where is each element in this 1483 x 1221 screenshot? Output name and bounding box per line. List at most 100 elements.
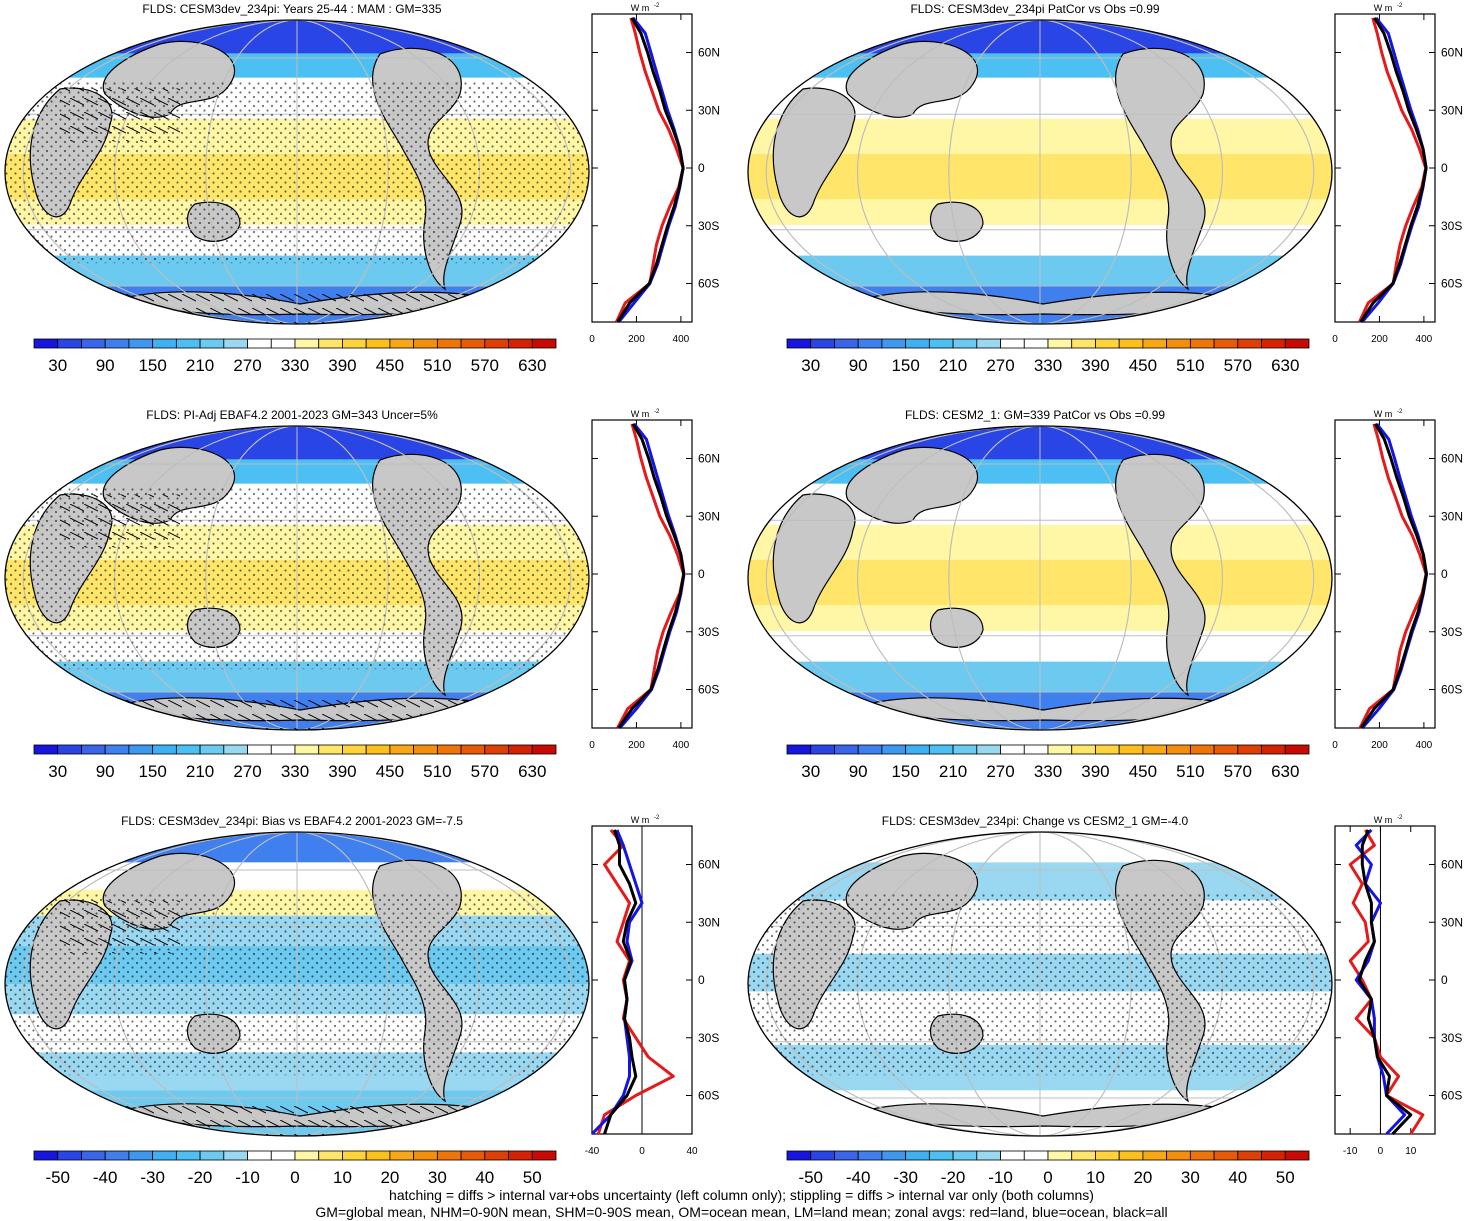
x-tick-label: 0 — [1332, 334, 1338, 345]
colorbar-swatch — [905, 338, 930, 349]
colorbar-label: 510 — [423, 762, 451, 781]
colorbar-swatch — [81, 1150, 106, 1161]
map-band — [748, 605, 1332, 632]
colorbar-swatch — [1213, 338, 1239, 349]
colorbar-swatch — [905, 744, 930, 755]
x-tick-label: 0 — [1378, 1146, 1384, 1157]
colorbar-label: 150 — [138, 762, 166, 781]
unit-superscript: -2 — [1397, 3, 1403, 9]
map-band — [5, 20, 589, 54]
lat-tick-label: 0 — [1441, 973, 1448, 987]
colorbar-swatch — [152, 744, 177, 755]
lat-tick-label: 60S — [698, 1089, 719, 1103]
colorbar-label: -40 — [93, 1168, 118, 1187]
colorbar-swatch — [460, 338, 486, 349]
colorbar-label: 50 — [523, 1168, 542, 1187]
colorbar-swatch — [436, 338, 462, 349]
unit-superscript: -2 — [654, 409, 660, 415]
colorbar-label: 30 — [428, 1168, 447, 1187]
colorbar-swatch — [342, 338, 367, 349]
zonal-series-land — [1348, 829, 1425, 1135]
colorbar-swatch — [484, 338, 509, 349]
colorbar-label: 20 — [380, 1168, 399, 1187]
colorbar-label: 0 — [1043, 1168, 1052, 1187]
colorbar-swatch — [531, 1150, 557, 1161]
panel-p1: FLDS: CESM3dev_234pi: Years 25-44 : MAM … — [0, 0, 740, 400]
colorbar-swatch — [294, 1150, 320, 1161]
colorbar-label: 10 — [1086, 1168, 1105, 1187]
map-band — [748, 1090, 1332, 1136]
colorbar-p5: -50 -40 -30 -20 -10 0 10 20 30 40 50 — [33, 1150, 557, 1187]
colorbar-label: 450 — [1129, 356, 1157, 375]
colorbar-swatch — [247, 338, 272, 349]
colorbar-swatch — [413, 338, 438, 349]
colorbar-swatch — [976, 1150, 1001, 1161]
footer-line-2: GM=global mean, NHM=0-90N mean, SHM=0-90… — [315, 1204, 1168, 1220]
colorbar-label: 510 — [423, 356, 451, 375]
colorbar-label: 50 — [1276, 1168, 1295, 1187]
colorbar-label: 390 — [1081, 762, 1109, 781]
colorbar-label: 30 — [48, 762, 67, 781]
lat-tick-label: 60S — [698, 277, 719, 291]
colorbar-swatch — [834, 744, 859, 755]
colorbar-swatch — [531, 744, 557, 755]
map-band — [748, 832, 1332, 863]
zonal-series-all — [603, 829, 638, 1135]
colorbar-swatch — [508, 338, 533, 349]
colorbar-swatch — [810, 338, 835, 349]
colorbar-swatch — [1047, 338, 1073, 349]
colorbar-label: 30 — [1181, 1168, 1200, 1187]
colorbar-swatch — [1023, 744, 1049, 755]
colorbar-swatch — [1118, 338, 1144, 349]
colorbar-label: 450 — [376, 762, 404, 781]
colorbar-label: 210 — [939, 356, 967, 375]
x-tick-label: 400 — [673, 740, 690, 751]
colorbar-swatch — [976, 338, 1001, 349]
colorbar-swatch — [247, 744, 272, 755]
x-tick-label: 0 — [589, 740, 595, 751]
colorbar-swatch — [1166, 1150, 1191, 1161]
colorbar-swatch — [952, 744, 978, 755]
colorbar-label: 30 — [801, 356, 820, 375]
colorbar-label: 630 — [1271, 356, 1299, 375]
colorbar-label: 30 — [801, 762, 820, 781]
zonal-series-all — [616, 17, 685, 323]
map-band — [748, 20, 1332, 54]
continent — [845, 40, 979, 118]
colorbar-swatch — [1166, 338, 1191, 349]
colorbar-p6: -50 -40 -30 -20 -10 0 10 20 30 40 50 — [786, 1150, 1310, 1187]
colorbar-swatch — [128, 1150, 154, 1161]
colorbar-swatch — [318, 338, 343, 349]
lat-tick-label: 0 — [698, 161, 705, 175]
colorbar-swatch — [33, 1150, 59, 1161]
map-band — [5, 459, 589, 484]
colorbar-label: 210 — [939, 762, 967, 781]
colorbar-swatch — [1284, 338, 1310, 349]
colorbar-label: 40 — [1228, 1168, 1247, 1187]
map-title: FLDS: CESM3dev_234pi: Years 25-44 : MAM … — [142, 2, 442, 16]
map-p4 — [747, 425, 1333, 731]
map-p5 — [4, 831, 590, 1137]
colorbar-swatch — [1071, 1150, 1096, 1161]
map-p3 — [4, 425, 590, 731]
colorbar-swatch — [104, 744, 130, 755]
colorbar-swatch — [199, 338, 225, 349]
colorbar-swatch — [342, 1150, 367, 1161]
colorbar-label: 630 — [1271, 762, 1299, 781]
lat-tick-label: 30N — [698, 103, 720, 117]
zonal-series-ocean — [1354, 828, 1407, 1136]
colorbar-swatch — [905, 1150, 930, 1161]
colorbar-swatch — [436, 1150, 462, 1161]
colorbar-label: 330 — [281, 356, 309, 375]
map-title: FLDS: CESM3dev_234pi: Change vs CESM2_1 … — [881, 814, 1189, 828]
colorbar-swatch — [834, 1150, 859, 1161]
colorbar-label: 390 — [328, 762, 356, 781]
colorbar-label: -20 — [188, 1168, 213, 1187]
colorbar-swatch — [152, 338, 177, 349]
continent — [1114, 453, 1206, 697]
colorbar-swatch — [1023, 1150, 1049, 1161]
colorbar-label: 210 — [186, 762, 214, 781]
colorbar-swatch — [223, 744, 248, 755]
panel-p5: FLDS: CESM3dev_234pi: Bias vs EBAF4.2 20… — [0, 812, 740, 1212]
lat-tick-label: 30S — [1441, 1031, 1462, 1045]
